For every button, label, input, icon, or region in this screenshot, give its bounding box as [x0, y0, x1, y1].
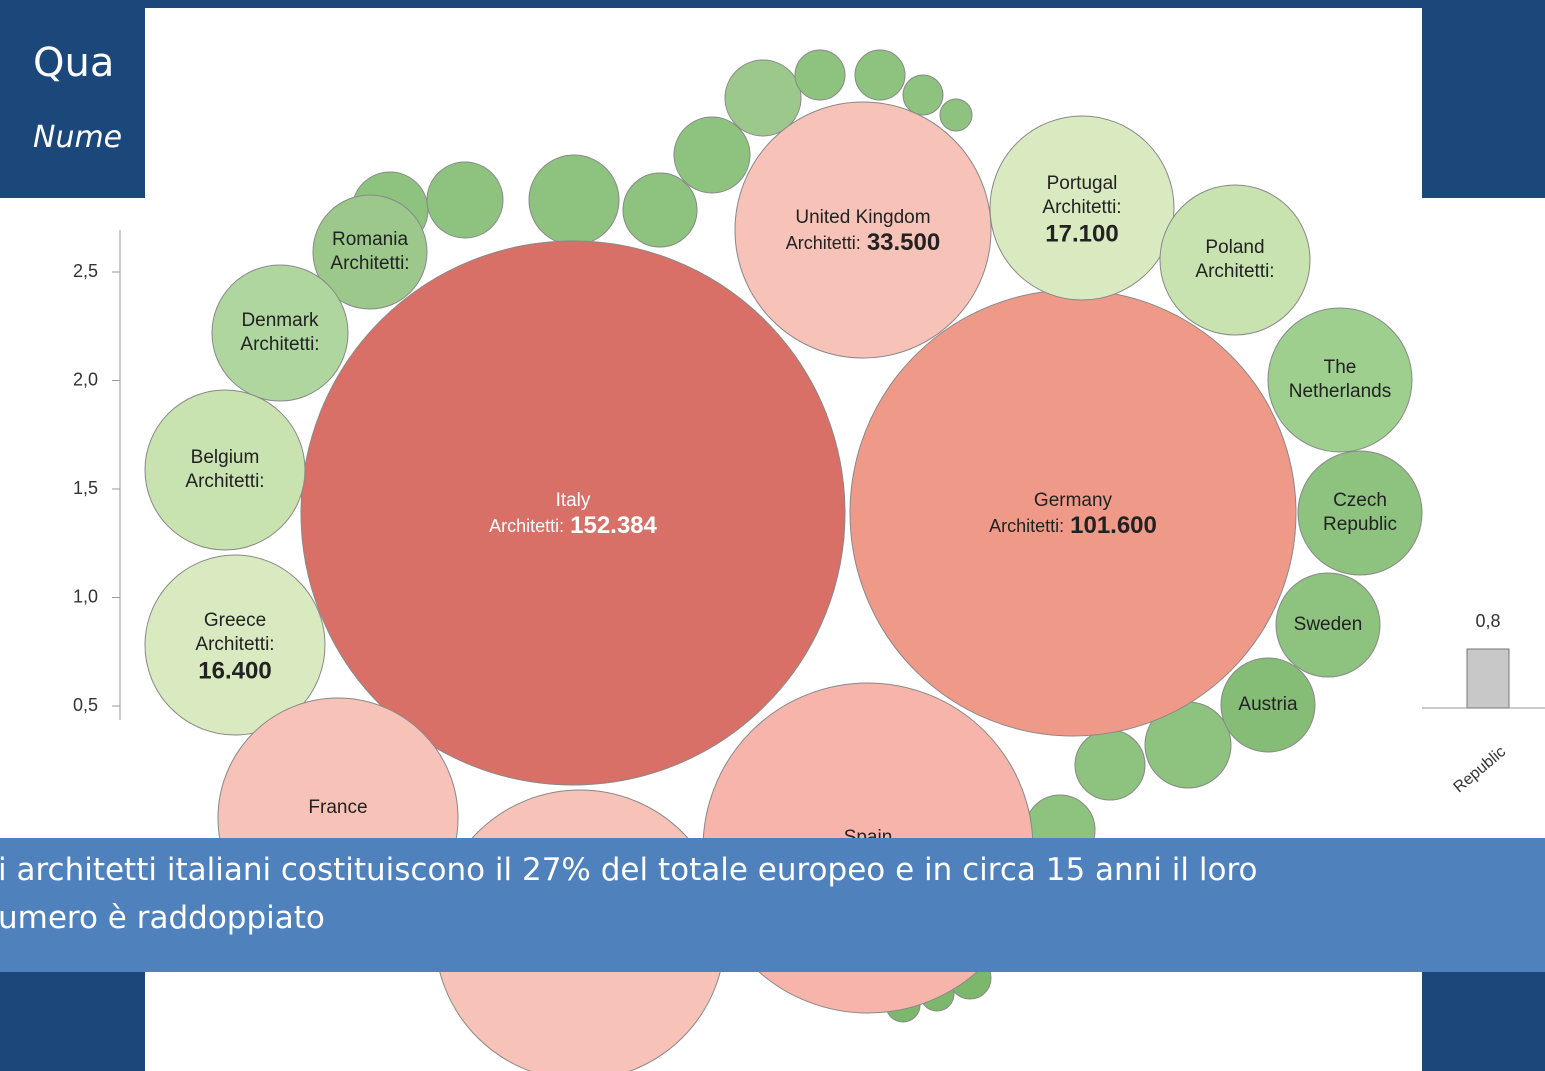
bubble: [144, 389, 306, 551]
bubble-label: Architetti:: [1195, 261, 1274, 282]
background-bar: [1466, 648, 1510, 709]
slide-subtitle: Nume: [33, 120, 123, 155]
bubble-decor: [673, 116, 751, 194]
bubble-label: Austria: [1238, 694, 1298, 715]
bubble-decor: [528, 154, 620, 246]
bubble-value-line: Architetti: 33.500: [786, 229, 940, 256]
bubble-label: Sweden: [1294, 614, 1363, 635]
slide-title: Qua: [33, 40, 115, 86]
y-tick-label: 2,0: [73, 369, 98, 389]
bubble-label: Germany: [1034, 490, 1113, 511]
bubble-value: 33.500: [867, 229, 940, 256]
bubble: [1159, 184, 1311, 336]
bubble-decor: [854, 49, 906, 101]
bubble-decor: [939, 98, 973, 132]
bubble-label: Architetti:: [330, 253, 409, 274]
y-tick-label: 1,5: [73, 478, 98, 498]
bubble-label: Greece: [204, 610, 266, 631]
bubble-unit: Architetti:: [989, 516, 1064, 536]
bar-label: 0,8: [1475, 611, 1500, 631]
bubble: [312, 194, 428, 310]
bubble-label: United Kingdom: [795, 207, 930, 228]
bubble-unit: Architetti:: [489, 516, 564, 536]
bubble: [1220, 657, 1316, 753]
y-tick-label: 1,0: [73, 586, 98, 606]
bubble-label: Architetti:: [185, 471, 264, 492]
bubble-value-line: Architetti: 101.600: [989, 512, 1157, 539]
caption-line: i architetti italiani costituiscono il 2…: [0, 852, 1258, 888]
bubble-decor: [1074, 729, 1146, 801]
bubble-decor: [724, 59, 802, 137]
bubble-value-line: Architetti: 152.384: [489, 512, 657, 539]
bubble: [989, 115, 1175, 301]
caption-line: umero è raddoppiato: [0, 900, 325, 936]
bubble-label: France: [308, 797, 367, 818]
bubble-label: The: [1324, 357, 1357, 378]
bubble: [734, 101, 992, 359]
bubble-label: Poland: [1205, 237, 1264, 258]
bubble-label: Romania: [332, 229, 408, 250]
bubble-label: Denmark: [241, 310, 319, 331]
bubble-label: Netherlands: [1289, 381, 1391, 402]
bubble-label: Architetti:: [1042, 197, 1121, 218]
bubble-value: 152.384: [570, 512, 657, 539]
bubble-label: Belgium: [191, 447, 260, 468]
bubble-unit: Architetti:: [786, 233, 861, 253]
caption: i architetti italiani costituiscono il 2…: [0, 838, 1545, 972]
y-tick-label: 0,5: [73, 695, 98, 715]
bubble-decor: [902, 74, 944, 116]
bubble-decor: [426, 161, 504, 239]
bubble-label: Architetti:: [240, 334, 319, 355]
bubble-label: Czech: [1333, 490, 1387, 511]
bubble-label: Architetti:: [195, 634, 274, 655]
bubble: [1297, 450, 1423, 576]
bubble: [300, 240, 846, 786]
bubble-value: 101.600: [1070, 512, 1157, 539]
bubble-decor: [794, 49, 846, 101]
bubble: [1275, 572, 1381, 678]
bubble-label: Portugal: [1047, 173, 1118, 194]
bubble-label: Republic: [1323, 514, 1397, 535]
bubble-value: 17.100: [1045, 220, 1118, 247]
bubble: [211, 264, 349, 402]
bubble: [1267, 307, 1413, 453]
bubble-label: Italy: [556, 490, 591, 511]
bubble: [144, 554, 326, 736]
bubble-decor: [622, 172, 698, 248]
y-tick-label: 2,5: [73, 261, 98, 281]
bubble-value: 16.400: [198, 657, 271, 684]
